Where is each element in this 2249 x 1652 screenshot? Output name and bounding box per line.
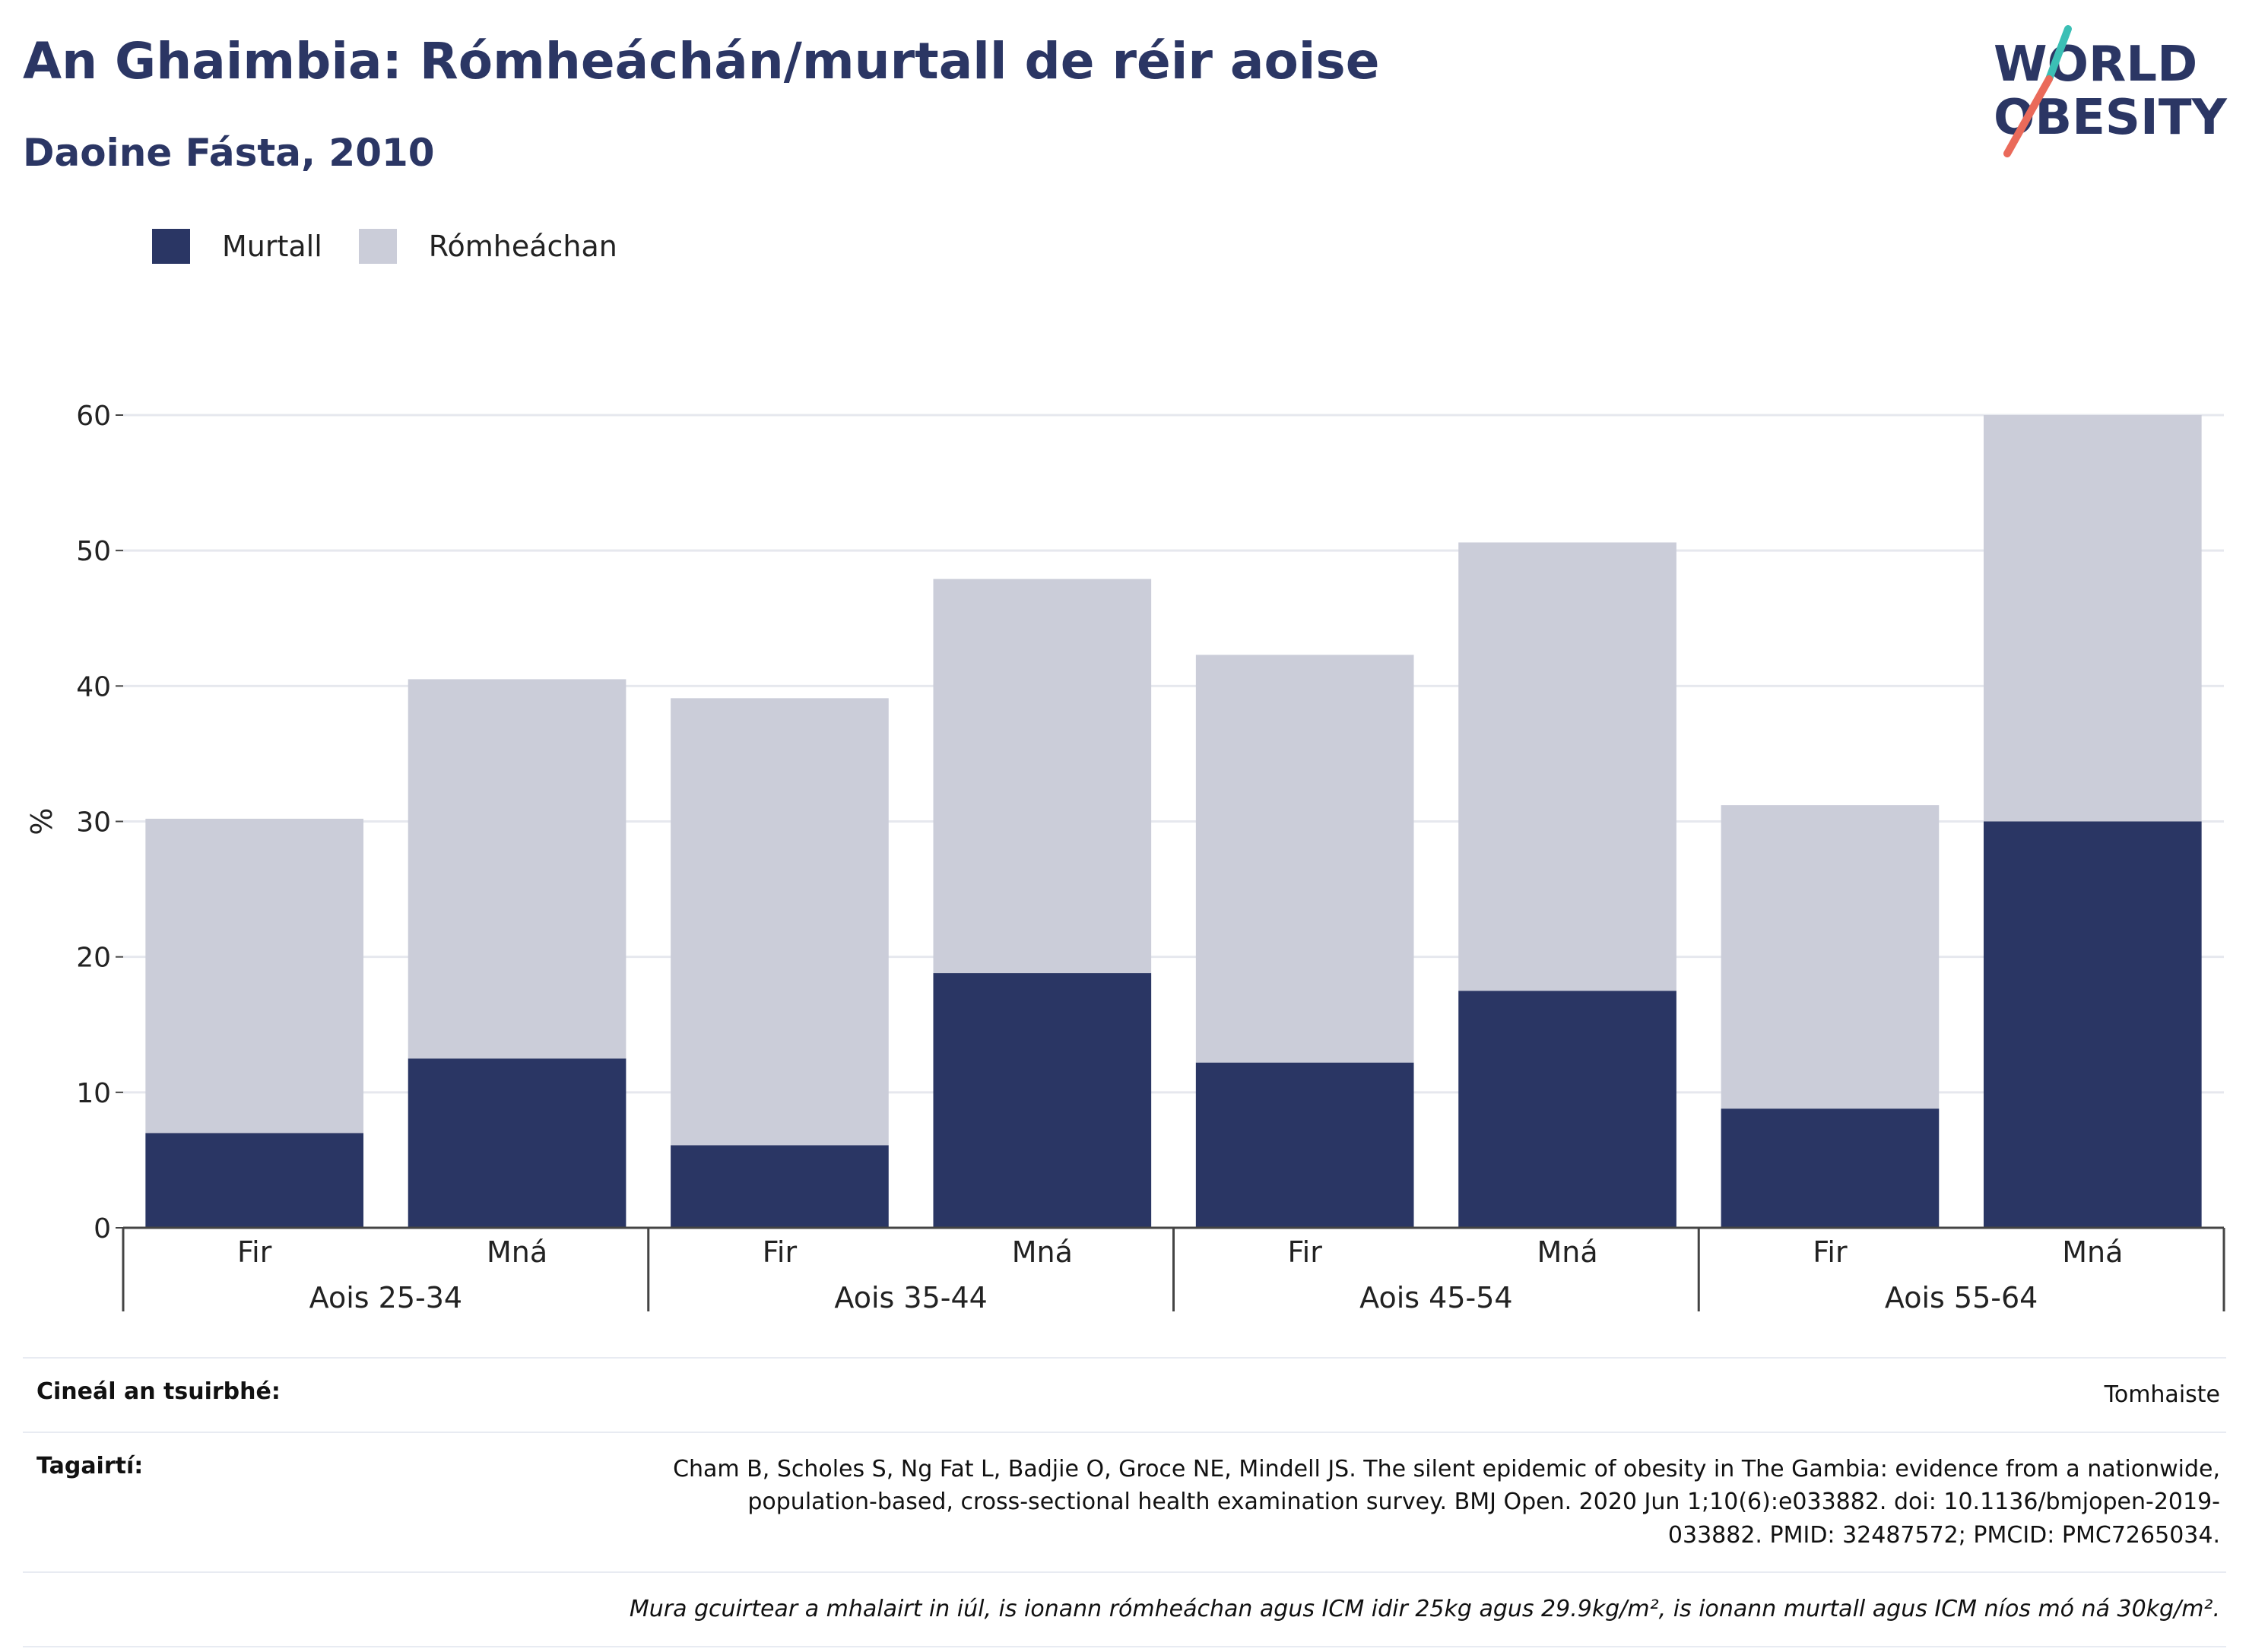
x-tick-label: Fir — [237, 1235, 272, 1269]
bar-romheachan — [1195, 655, 1414, 1063]
y-tick-label: 50 — [76, 536, 111, 567]
x-group-label: Aois 35-44 — [834, 1281, 987, 1314]
y-tick-label: 0 — [94, 1213, 111, 1245]
survey-type-value: Tomhaiste — [2104, 1381, 2220, 1408]
stacked-bar-chart: 0 10 20 30 40 50 60% Fir Mná Aois 25-34 Fir Mná Aois… — [25, 401, 2225, 1314]
logo-text-world: WORLD — [1994, 36, 2197, 93]
bar-romheachan — [1721, 805, 1940, 1109]
bar-romheachan — [1983, 415, 2202, 822]
survey-type-label: Cineál an tsuirbhé: — [36, 1378, 281, 1405]
x-tick-label: Fir — [763, 1235, 798, 1269]
x-tick-label: Mná — [1012, 1235, 1073, 1269]
x-tick-label: Fir — [1813, 1235, 1848, 1269]
chart-subtitle: Daoine Fásta, 2010 — [23, 131, 435, 175]
bar-murtall — [1721, 1108, 1940, 1228]
bar-murtall — [1458, 991, 1676, 1228]
logo-slash-coral — [2003, 75, 2053, 157]
logo-slash-teal — [2045, 25, 2072, 83]
legend-item-romheachan: Rómheáchan — [358, 229, 617, 264]
bar-romheachan — [408, 679, 626, 1059]
definition-note-row: Mura gcuirtear a mhalairt in iúl, is ion… — [23, 1571, 2226, 1647]
x-group-label: Aois 55-64 — [1885, 1281, 2038, 1314]
world-obesity-logo: WORLD OBESITY — [1994, 25, 2227, 157]
x-group-label: Aois 45-54 — [1359, 1281, 1512, 1314]
y-tick-label: 20 — [76, 943, 111, 974]
bar-romheachan — [933, 579, 1152, 974]
legend-label-romheachan: Rómheáchan — [428, 230, 617, 263]
bar-murtall — [408, 1058, 626, 1228]
bar-romheachan — [671, 698, 889, 1146]
legend-label-murtall: Murtall — [222, 230, 322, 263]
y-tick-label: 40 — [76, 671, 111, 702]
y-axis-label: % — [25, 807, 59, 835]
logo-text-obesity: OBESITY — [1994, 90, 2227, 146]
references-row: Tagairtí: Cham B, Scholes S, Ng Fat L, B… — [23, 1431, 2226, 1572]
references-label: Tagairtí: — [36, 1452, 144, 1479]
reference-line: population-based, cross-sectional health… — [747, 1489, 2220, 1515]
bar-murtall — [1983, 821, 2202, 1228]
reference-line: 033882. PMID: 32487572; PMCID: PMC726503… — [1667, 1521, 2220, 1549]
y-tick-label: 30 — [76, 807, 111, 839]
definition-note: Mura gcuirtear a mhalairt in iúl, is ion… — [629, 1596, 2220, 1622]
legend-item-murtall: Murtall — [152, 229, 322, 264]
x-tick-label: Mná — [2062, 1235, 2123, 1269]
x-tick-label: Mná — [1537, 1235, 1597, 1269]
bar-murtall — [145, 1133, 364, 1228]
bar-romheachan — [1458, 542, 1676, 991]
bar-murtall — [933, 973, 1152, 1228]
bar-romheachan — [145, 818, 364, 1134]
references-text: Cham B, Scholes S, Ng Fat L, Badjie O, G… — [673, 1453, 2226, 1552]
chart-legend: Murtall Rómheáchan — [152, 225, 654, 268]
chart-title: An Ghaimbia: Rómheáchán/murtall de réir … — [23, 32, 1380, 90]
reference-line: Cham B, Scholes S, Ng Fat L, Badjie O, G… — [673, 1455, 2220, 1482]
bar-murtall — [671, 1145, 889, 1228]
chart-footer: Cineál an tsuirbhé: Tomhaiste Tagairtí: … — [23, 1357, 2226, 1647]
x-tick-label: Fir — [1288, 1235, 1323, 1269]
bar-murtall — [1195, 1062, 1414, 1228]
survey-type-row: Cineál an tsuirbhé: Tomhaiste — [23, 1357, 2226, 1432]
x-group-label: Aois 25-34 — [309, 1281, 462, 1314]
y-tick-label: 10 — [76, 1078, 111, 1109]
x-tick-label: Mná — [487, 1235, 547, 1269]
y-tick-label: 60 — [76, 401, 111, 432]
legend-swatch-murtall — [152, 229, 190, 264]
legend-swatch-romheachan — [358, 229, 397, 264]
